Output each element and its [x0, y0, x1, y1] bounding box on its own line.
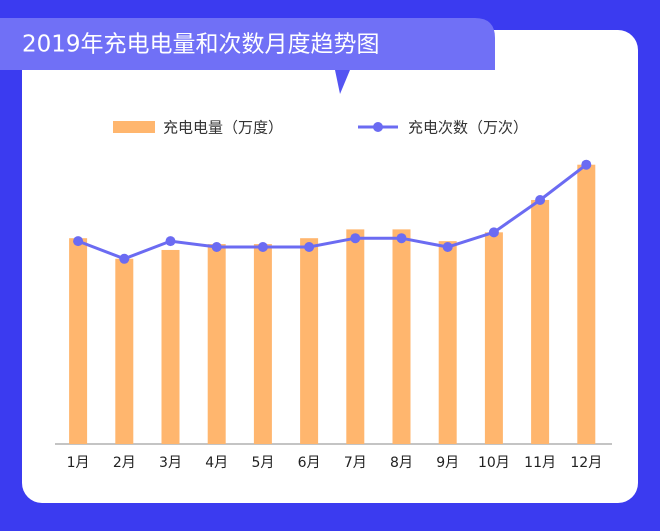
banner-fold [335, 70, 350, 94]
legend-swatch [373, 122, 383, 132]
line-point [304, 242, 315, 253]
line-point [73, 236, 84, 247]
x-tick-label: 11月 [524, 455, 556, 471]
line-point [442, 242, 453, 253]
line-point [211, 242, 222, 253]
x-tick-label: 4月 [205, 455, 228, 471]
legend: 充电电量（万度） 充电次数（万次） [113, 119, 528, 137]
bar [115, 258, 134, 444]
x-tick-label: 2月 [113, 455, 136, 471]
chart-title: 2019年充电电量和次数月度趋势图 [22, 32, 380, 58]
bar [69, 238, 88, 444]
bar [577, 164, 596, 444]
bar [161, 249, 180, 444]
bar [484, 232, 503, 444]
x-tick-label: 9月 [436, 455, 459, 471]
line [77, 163, 588, 261]
x-tick-label: 12月 [570, 455, 602, 471]
bar [207, 244, 226, 444]
x-tick-label: 6月 [298, 455, 321, 471]
line-point [257, 242, 268, 253]
x-tick-label: 7月 [344, 455, 367, 471]
legend-label: 充电电量（万度） [163, 119, 283, 137]
line-point [165, 236, 176, 247]
legend-label: 充电次数（万次） [408, 119, 528, 137]
line-point [396, 233, 407, 244]
title-banner [0, 18, 495, 70]
x-tick-label: 8月 [390, 455, 413, 471]
bar [253, 244, 272, 444]
bar [438, 241, 457, 444]
line-point [581, 159, 592, 170]
bar [392, 229, 411, 444]
line-point [488, 227, 499, 238]
x-tick-label: 10月 [478, 455, 510, 471]
line-point [350, 233, 361, 244]
bar [300, 238, 319, 444]
x-tick-label: 1月 [67, 455, 90, 471]
legend-swatch [113, 121, 155, 133]
line-point [119, 253, 130, 264]
x-tick-label: 5月 [251, 455, 274, 471]
x-tick-label: 3月 [159, 455, 182, 471]
bar [346, 229, 365, 444]
bar [531, 199, 550, 444]
line-point [535, 194, 546, 205]
